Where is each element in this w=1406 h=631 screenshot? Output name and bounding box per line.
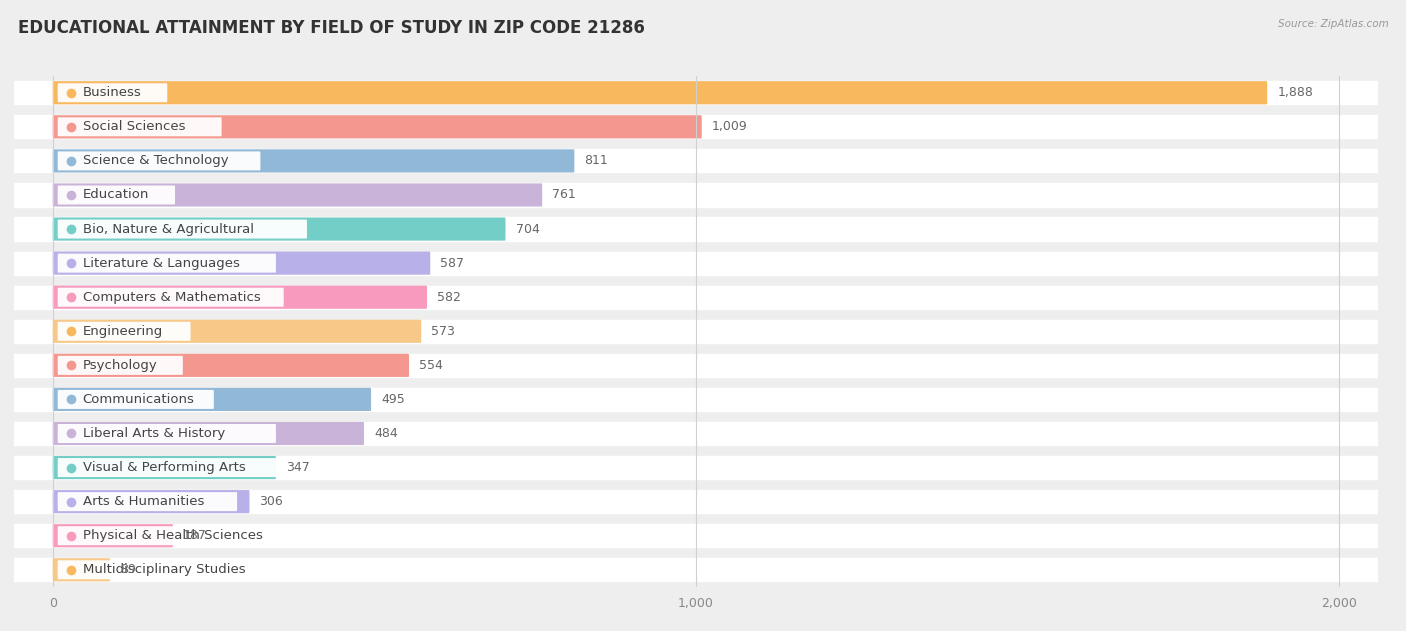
FancyBboxPatch shape — [52, 218, 506, 240]
Text: 587: 587 — [440, 257, 464, 269]
Text: Psychology: Psychology — [83, 359, 157, 372]
FancyBboxPatch shape — [52, 286, 427, 309]
Text: 1,009: 1,009 — [711, 121, 748, 133]
Bar — [14, 558, 1378, 581]
Text: Education: Education — [83, 189, 149, 201]
FancyBboxPatch shape — [58, 220, 307, 239]
Text: 761: 761 — [553, 189, 576, 201]
FancyBboxPatch shape — [52, 490, 249, 513]
Text: Arts & Humanities: Arts & Humanities — [83, 495, 204, 508]
FancyBboxPatch shape — [52, 115, 702, 138]
Text: Business: Business — [83, 86, 142, 99]
FancyBboxPatch shape — [52, 456, 276, 479]
Bar — [14, 286, 1378, 309]
Text: 554: 554 — [419, 359, 443, 372]
Text: Science & Technology: Science & Technology — [83, 155, 228, 167]
FancyBboxPatch shape — [58, 117, 222, 136]
Text: Engineering: Engineering — [83, 325, 163, 338]
Bar — [14, 184, 1378, 206]
Text: Source: ZipAtlas.com: Source: ZipAtlas.com — [1278, 19, 1389, 29]
FancyBboxPatch shape — [58, 151, 260, 170]
Text: 811: 811 — [585, 155, 609, 167]
FancyBboxPatch shape — [58, 83, 167, 102]
FancyBboxPatch shape — [52, 524, 173, 547]
Text: 1,888: 1,888 — [1277, 86, 1313, 99]
FancyBboxPatch shape — [58, 560, 299, 579]
Text: 306: 306 — [260, 495, 283, 508]
Text: EDUCATIONAL ATTAINMENT BY FIELD OF STUDY IN ZIP CODE 21286: EDUCATIONAL ATTAINMENT BY FIELD OF STUDY… — [18, 19, 645, 37]
Bar — [14, 81, 1378, 104]
FancyBboxPatch shape — [52, 184, 543, 206]
Text: 704: 704 — [516, 223, 540, 235]
Bar — [14, 422, 1378, 445]
Text: Computers & Mathematics: Computers & Mathematics — [83, 291, 260, 304]
Text: 347: 347 — [285, 461, 309, 474]
Bar — [14, 524, 1378, 547]
FancyBboxPatch shape — [58, 424, 276, 443]
Text: 495: 495 — [381, 393, 405, 406]
Bar — [14, 490, 1378, 513]
FancyBboxPatch shape — [52, 422, 364, 445]
Bar — [14, 150, 1378, 172]
Text: Bio, Nature & Agricultural: Bio, Nature & Agricultural — [83, 223, 253, 235]
Text: Social Sciences: Social Sciences — [83, 121, 186, 133]
Text: Liberal Arts & History: Liberal Arts & History — [83, 427, 225, 440]
Text: 573: 573 — [432, 325, 456, 338]
Bar — [14, 456, 1378, 479]
Bar — [14, 388, 1378, 411]
FancyBboxPatch shape — [52, 252, 430, 274]
Text: 484: 484 — [374, 427, 398, 440]
Bar — [14, 218, 1378, 240]
FancyBboxPatch shape — [52, 558, 110, 581]
FancyBboxPatch shape — [52, 388, 371, 411]
Text: Multidisciplinary Studies: Multidisciplinary Studies — [83, 563, 245, 576]
FancyBboxPatch shape — [58, 322, 191, 341]
FancyBboxPatch shape — [52, 354, 409, 377]
FancyBboxPatch shape — [58, 526, 307, 545]
Text: Communications: Communications — [83, 393, 194, 406]
Text: 89: 89 — [120, 563, 136, 576]
FancyBboxPatch shape — [52, 320, 422, 343]
FancyBboxPatch shape — [58, 458, 291, 477]
Bar — [14, 354, 1378, 377]
FancyBboxPatch shape — [58, 254, 276, 273]
FancyBboxPatch shape — [52, 81, 1267, 104]
FancyBboxPatch shape — [58, 288, 284, 307]
Bar — [14, 115, 1378, 138]
Text: 187: 187 — [183, 529, 207, 542]
FancyBboxPatch shape — [58, 492, 238, 511]
Text: Physical & Health Sciences: Physical & Health Sciences — [83, 529, 263, 542]
FancyBboxPatch shape — [58, 186, 176, 204]
Text: Visual & Performing Arts: Visual & Performing Arts — [83, 461, 246, 474]
FancyBboxPatch shape — [58, 390, 214, 409]
Bar — [14, 320, 1378, 343]
Text: Literature & Languages: Literature & Languages — [83, 257, 239, 269]
Text: 582: 582 — [437, 291, 461, 304]
Bar — [14, 252, 1378, 274]
FancyBboxPatch shape — [52, 150, 575, 172]
FancyBboxPatch shape — [58, 356, 183, 375]
